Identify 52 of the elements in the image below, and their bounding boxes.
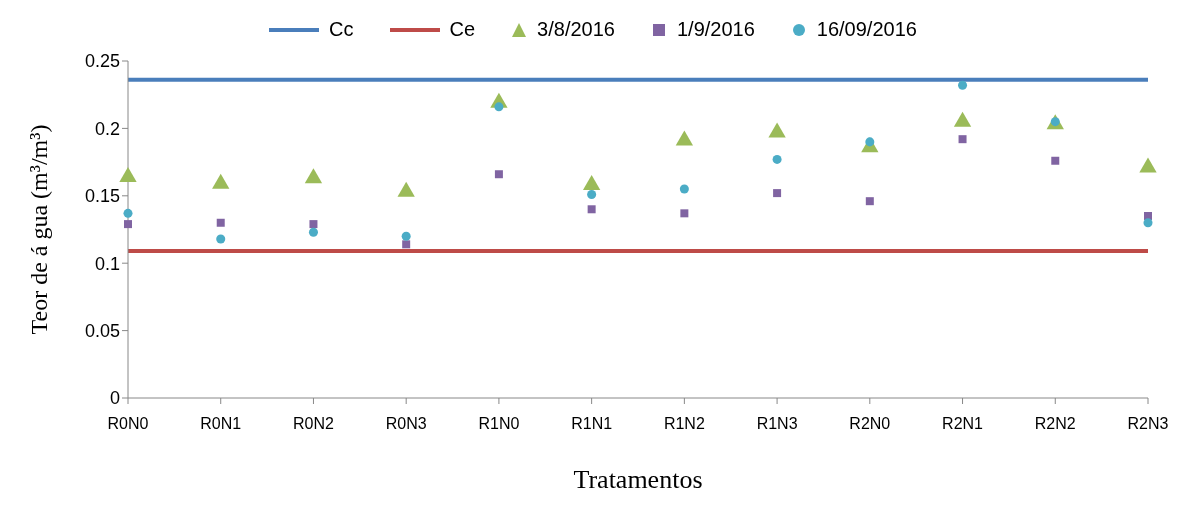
x-tick-label: R2N2 bbox=[1034, 415, 1076, 433]
point bbox=[865, 197, 874, 206]
point bbox=[587, 189, 597, 199]
point bbox=[675, 130, 694, 146]
x-tick-label: R1N3 bbox=[756, 415, 798, 433]
x-tick-label: R2N0 bbox=[849, 415, 891, 433]
point bbox=[958, 135, 967, 144]
legend-label: 1/9/2016 bbox=[675, 18, 755, 41]
point bbox=[309, 220, 318, 229]
point bbox=[216, 218, 225, 227]
legend-label: Ce bbox=[448, 18, 476, 41]
x-tick-label: R0N3 bbox=[385, 415, 427, 433]
x-tick-label: R0N0 bbox=[107, 415, 149, 433]
point bbox=[123, 208, 133, 218]
point bbox=[494, 170, 503, 179]
y-axis-title: Teor de á gua (m³/m³) bbox=[25, 124, 52, 335]
y-tick-label: 0 bbox=[109, 388, 120, 409]
point bbox=[953, 111, 972, 127]
point bbox=[587, 205, 596, 214]
x-tick-label: R0N2 bbox=[293, 415, 335, 433]
x-tick-label: R1N0 bbox=[478, 415, 520, 433]
point bbox=[768, 122, 786, 138]
x-tick-label: R2N3 bbox=[1127, 415, 1169, 433]
point bbox=[958, 80, 968, 90]
x-tick-label: R2N1 bbox=[942, 415, 984, 433]
legend-label: Cc bbox=[328, 18, 354, 41]
point bbox=[494, 102, 504, 112]
y-tick-label: 0.05 bbox=[84, 320, 120, 341]
y-tick-label: 0.15 bbox=[84, 186, 120, 207]
point bbox=[304, 168, 323, 184]
point bbox=[1051, 156, 1060, 165]
y-tick-label: 0.25 bbox=[84, 51, 120, 72]
point bbox=[124, 220, 132, 229]
y-tick-label: 0.2 bbox=[94, 118, 120, 139]
point bbox=[1139, 157, 1157, 173]
point bbox=[773, 189, 782, 198]
legend-label: 3/8/2016 bbox=[536, 18, 615, 41]
point bbox=[1143, 218, 1153, 228]
y-tick-label: 0.1 bbox=[94, 253, 120, 274]
x-axis-title: Tratamentos bbox=[573, 465, 703, 494]
point bbox=[401, 231, 411, 241]
point bbox=[216, 234, 226, 244]
point bbox=[679, 184, 689, 194]
x-tick-label: R1N2 bbox=[663, 415, 705, 433]
legend-label: 16/09/2016 bbox=[815, 18, 917, 41]
point bbox=[772, 154, 782, 164]
x-tick-label: R0N1 bbox=[200, 415, 242, 433]
point bbox=[308, 227, 318, 237]
x-tick-label: R1N1 bbox=[571, 415, 613, 433]
point bbox=[680, 209, 689, 218]
point bbox=[402, 240, 411, 249]
point bbox=[582, 175, 601, 191]
